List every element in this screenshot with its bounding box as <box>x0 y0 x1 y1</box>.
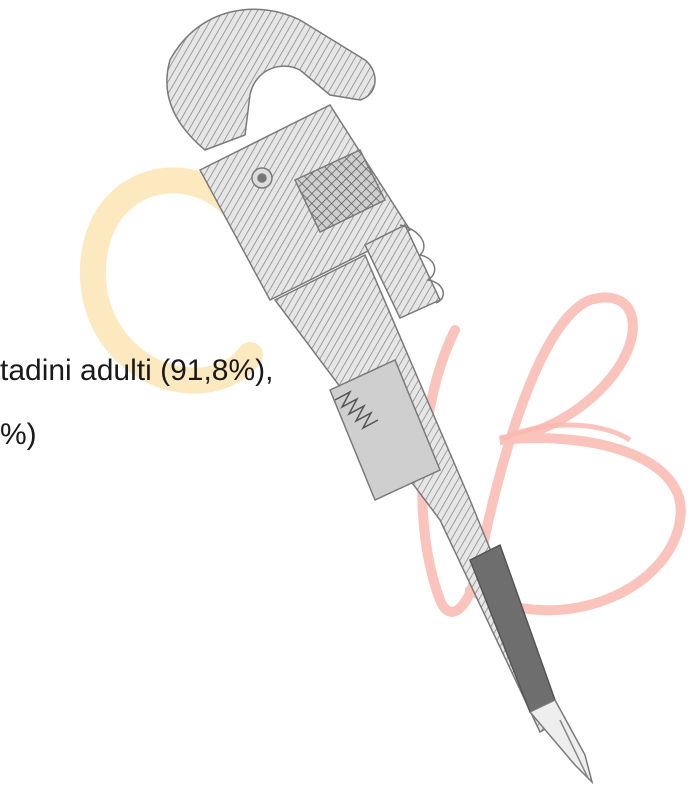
slide: tadini adulti (91,8%), %) <box>0 0 697 795</box>
body-text-line: %) <box>0 418 37 451</box>
body-text-line: tadini adulti (91,8%), <box>0 354 274 387</box>
